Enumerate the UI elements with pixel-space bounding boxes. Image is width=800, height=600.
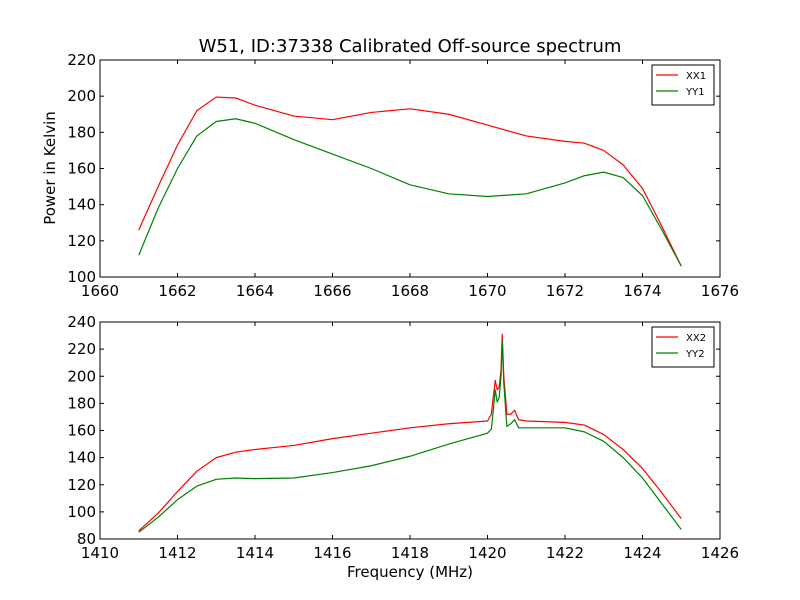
bottom-chart: 1410 1412 1414 1416 1418 1420 1422 1424 1426 80 10… <box>67 313 739 562</box>
top-x-tick-label: 1674 <box>623 282 661 300</box>
top-chart-ylabel: Power in Kelvin <box>41 111 59 225</box>
bottom-y-tick-label: 180 <box>67 394 96 412</box>
top-y-tick-label: 160 <box>67 160 96 178</box>
bottom-y-tick-label: 140 <box>67 449 96 467</box>
bottom-y-tick-label: 240 <box>67 313 96 331</box>
bottom-x-tick-label: 1410 <box>81 544 119 562</box>
bottom-x-tick-label: 1422 <box>546 544 584 562</box>
bottom-y-tick-label: 80 <box>77 530 96 548</box>
top-x-tick-label: 1664 <box>236 282 274 300</box>
top-y-tick-label: 180 <box>67 123 96 141</box>
top-x-tick-label: 1670 <box>468 282 506 300</box>
bottom-x-tick-label: 1414 <box>236 544 274 562</box>
top-chart: 1660 1662 1664 1666 1668 1670 1672 1674 1676 100 1… <box>67 51 739 300</box>
top-chart-title: W51, ID:37338 Calibrated Off-source spec… <box>199 36 622 57</box>
top-x-tick-label: 1668 <box>391 282 429 300</box>
bottom-series-yy2-line <box>138 339 682 533</box>
bottom-legend-box <box>651 326 715 368</box>
bottom-x-tick-label: 1426 <box>701 544 739 562</box>
top-legend-label: YY1 <box>685 87 705 98</box>
bottom-legend-label: YY2 <box>685 349 705 360</box>
top-y-tick-label: 200 <box>67 87 96 105</box>
top-x-tick-label: 1672 <box>546 282 584 300</box>
top-plot-area <box>99 59 721 278</box>
bottom-x-tick-label: 1418 <box>391 544 429 562</box>
bottom-y-tick-label: 160 <box>67 422 96 440</box>
bottom-y-tick-label: 100 <box>67 503 96 521</box>
bottom-x-tick-label: 1412 <box>158 544 196 562</box>
bottom-x-tick-label: 1416 <box>313 544 351 562</box>
bottom-x-tick-label: 1420 <box>468 544 506 562</box>
bottom-plot-area <box>99 321 721 540</box>
top-legend-box <box>651 64 715 106</box>
top-y-tick-label: 120 <box>67 232 96 250</box>
top-y-tick-label: 140 <box>67 196 96 214</box>
top-x-tick-label: 1660 <box>81 282 119 300</box>
top-y-tick-label: 220 <box>67 51 96 69</box>
top-x-tick-label: 1666 <box>313 282 351 300</box>
bottom-series-xx2-line <box>138 333 682 532</box>
bottom-chart-xlabel: Frequency (MHz) <box>347 563 473 581</box>
top-series-yy1-line <box>138 118 682 267</box>
bottom-x-tick-label: 1424 <box>623 544 661 562</box>
bottom-y-tick-label: 120 <box>67 476 96 494</box>
top-x-tick-label: 1676 <box>701 282 739 300</box>
bottom-y-tick-label: 220 <box>67 340 96 358</box>
top-x-tick-label: 1662 <box>158 282 196 300</box>
top-legend-label: XX1 <box>686 71 706 82</box>
bottom-y-tick-label: 200 <box>67 367 96 385</box>
top-y-tick-label: 100 <box>67 268 96 286</box>
bottom-legend-label: XX2 <box>686 333 706 344</box>
top-series-xx1-line <box>138 96 682 267</box>
